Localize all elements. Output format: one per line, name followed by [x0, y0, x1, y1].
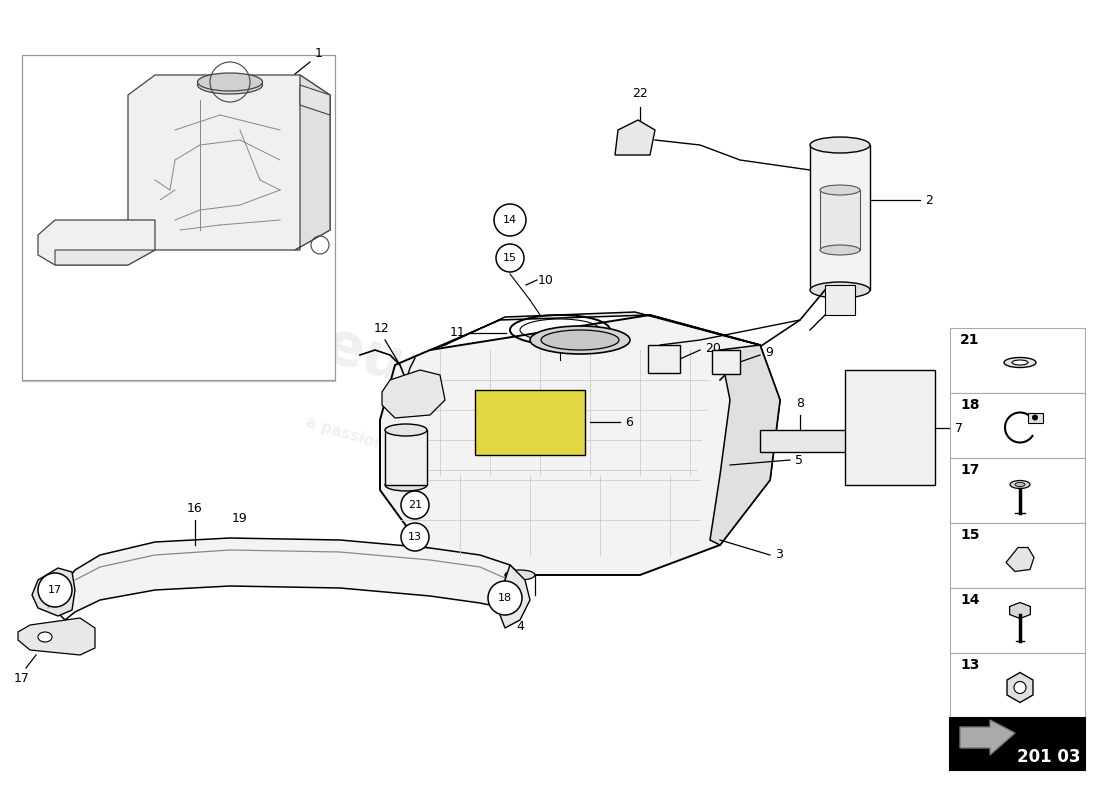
Text: 4: 4	[516, 620, 524, 633]
FancyBboxPatch shape	[825, 285, 855, 315]
Text: 13: 13	[408, 532, 422, 542]
Text: 15: 15	[960, 528, 979, 542]
Text: 1: 1	[315, 47, 323, 60]
FancyBboxPatch shape	[760, 430, 890, 452]
Polygon shape	[18, 618, 95, 655]
Text: 3: 3	[776, 549, 783, 562]
Ellipse shape	[385, 479, 427, 491]
Text: 5: 5	[795, 454, 803, 466]
Text: 16: 16	[187, 502, 202, 515]
Polygon shape	[1010, 602, 1031, 618]
FancyBboxPatch shape	[648, 345, 680, 373]
Polygon shape	[710, 345, 780, 545]
Text: 14: 14	[960, 593, 979, 607]
Polygon shape	[379, 315, 780, 575]
Text: 21: 21	[408, 500, 422, 510]
Circle shape	[402, 491, 429, 519]
Polygon shape	[295, 75, 330, 250]
Polygon shape	[1006, 673, 1033, 702]
Polygon shape	[39, 220, 155, 265]
Ellipse shape	[810, 137, 870, 153]
Text: 14: 14	[503, 215, 517, 225]
Ellipse shape	[1010, 481, 1030, 489]
Ellipse shape	[385, 424, 427, 436]
FancyBboxPatch shape	[950, 718, 1085, 770]
Ellipse shape	[198, 76, 263, 94]
Ellipse shape	[820, 185, 860, 195]
Ellipse shape	[39, 632, 52, 642]
FancyBboxPatch shape	[950, 393, 1085, 458]
FancyBboxPatch shape	[950, 653, 1085, 718]
Ellipse shape	[1012, 360, 1028, 365]
Text: 17: 17	[14, 672, 30, 685]
Polygon shape	[55, 538, 525, 620]
Polygon shape	[128, 75, 330, 250]
FancyBboxPatch shape	[1028, 413, 1043, 422]
FancyBboxPatch shape	[950, 588, 1085, 653]
Text: 11: 11	[449, 326, 465, 339]
Text: 7: 7	[955, 422, 962, 434]
FancyBboxPatch shape	[475, 390, 585, 455]
Polygon shape	[300, 85, 330, 115]
Polygon shape	[615, 120, 654, 155]
Polygon shape	[55, 250, 155, 265]
Text: 2: 2	[925, 194, 933, 206]
Polygon shape	[430, 312, 760, 350]
Polygon shape	[500, 565, 530, 628]
Circle shape	[1032, 414, 1038, 421]
Circle shape	[39, 573, 72, 607]
Text: 22: 22	[632, 87, 648, 100]
Ellipse shape	[820, 245, 860, 255]
FancyBboxPatch shape	[712, 350, 740, 374]
Text: 9: 9	[764, 346, 773, 359]
Text: 17: 17	[960, 463, 979, 477]
Polygon shape	[382, 370, 446, 418]
Ellipse shape	[530, 326, 630, 354]
Text: 6: 6	[625, 415, 632, 429]
Text: 12: 12	[374, 322, 389, 335]
Ellipse shape	[810, 282, 870, 298]
Text: 18: 18	[960, 398, 979, 412]
Text: 13: 13	[960, 658, 979, 672]
FancyBboxPatch shape	[950, 328, 1085, 393]
Ellipse shape	[541, 330, 619, 350]
Text: 8: 8	[796, 397, 804, 410]
FancyBboxPatch shape	[950, 523, 1085, 588]
Text: a passion for parts since 1985: a passion for parts since 1985	[304, 415, 556, 505]
Ellipse shape	[1004, 358, 1036, 367]
Polygon shape	[960, 720, 1015, 755]
Circle shape	[494, 204, 526, 236]
FancyBboxPatch shape	[950, 458, 1085, 523]
Ellipse shape	[198, 73, 263, 91]
Circle shape	[496, 244, 524, 272]
FancyBboxPatch shape	[845, 370, 935, 485]
Polygon shape	[810, 145, 870, 290]
FancyBboxPatch shape	[385, 430, 427, 485]
Text: 10: 10	[538, 274, 554, 286]
Text: 20: 20	[705, 342, 720, 354]
FancyBboxPatch shape	[820, 190, 860, 250]
FancyBboxPatch shape	[22, 55, 336, 380]
Text: 18: 18	[498, 593, 513, 603]
Circle shape	[402, 523, 429, 551]
Text: 15: 15	[503, 253, 517, 263]
Ellipse shape	[1015, 482, 1025, 486]
Text: 21: 21	[960, 333, 979, 347]
Text: 201 03: 201 03	[1018, 748, 1080, 766]
Text: 17: 17	[48, 585, 62, 595]
Ellipse shape	[505, 570, 535, 580]
Polygon shape	[1006, 547, 1034, 571]
Text: 19: 19	[232, 512, 248, 525]
Circle shape	[1014, 682, 1026, 694]
Polygon shape	[32, 568, 75, 616]
Text: euroParts: euroParts	[318, 316, 642, 464]
Circle shape	[488, 581, 522, 615]
